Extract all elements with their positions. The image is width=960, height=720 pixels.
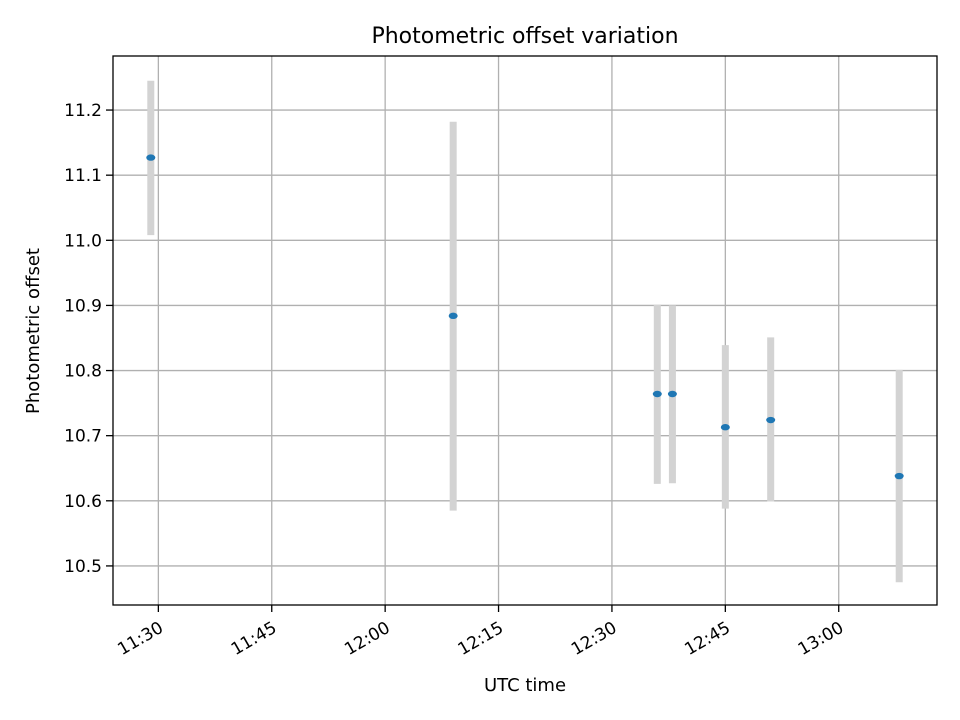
x-axis-ticks: 11:30 11:45 12:00 12:15 12:30 12:45 13:00 <box>114 605 847 660</box>
y-tick-label: 11.2 <box>64 101 102 121</box>
data-point <box>448 312 458 320</box>
x-tick-label: 12:30 <box>568 618 620 660</box>
data-point <box>894 472 904 480</box>
y-tick-label: 10.9 <box>64 296 102 316</box>
grid <box>113 56 937 605</box>
y-tick-label: 10.6 <box>64 492 102 512</box>
chart-title: Photometric offset variation <box>371 24 678 49</box>
y-tick-label: 10.7 <box>64 427 102 447</box>
error-bars <box>147 80 903 583</box>
data-markers <box>146 154 904 480</box>
x-tick-label: 12:00 <box>341 618 393 660</box>
y-axis-label: Photometric offset <box>23 248 44 414</box>
data-point <box>667 390 677 398</box>
data-point <box>720 424 730 431</box>
data-point <box>146 154 156 161</box>
y-tick-label: 11.0 <box>64 231 102 251</box>
x-axis-label: UTC time <box>484 675 566 696</box>
data-point <box>766 416 776 424</box>
y-axis-ticks: 10.5 10.6 10.7 10.8 10.9 11.0 11.1 11.2 <box>64 101 113 577</box>
plot-frame <box>112 55 938 606</box>
x-tick-label: 12:15 <box>455 618 507 660</box>
x-tick-label: 12:45 <box>681 618 733 660</box>
y-tick-label: 10.5 <box>64 557 102 577</box>
x-tick-label: 11:30 <box>114 618 166 660</box>
x-tick-label: 13:00 <box>795 618 847 660</box>
y-tick-label: 10.8 <box>64 362 102 382</box>
data-point <box>652 390 662 398</box>
x-tick-label: 11:45 <box>228 618 280 660</box>
y-tick-label: 11.1 <box>64 166 102 186</box>
